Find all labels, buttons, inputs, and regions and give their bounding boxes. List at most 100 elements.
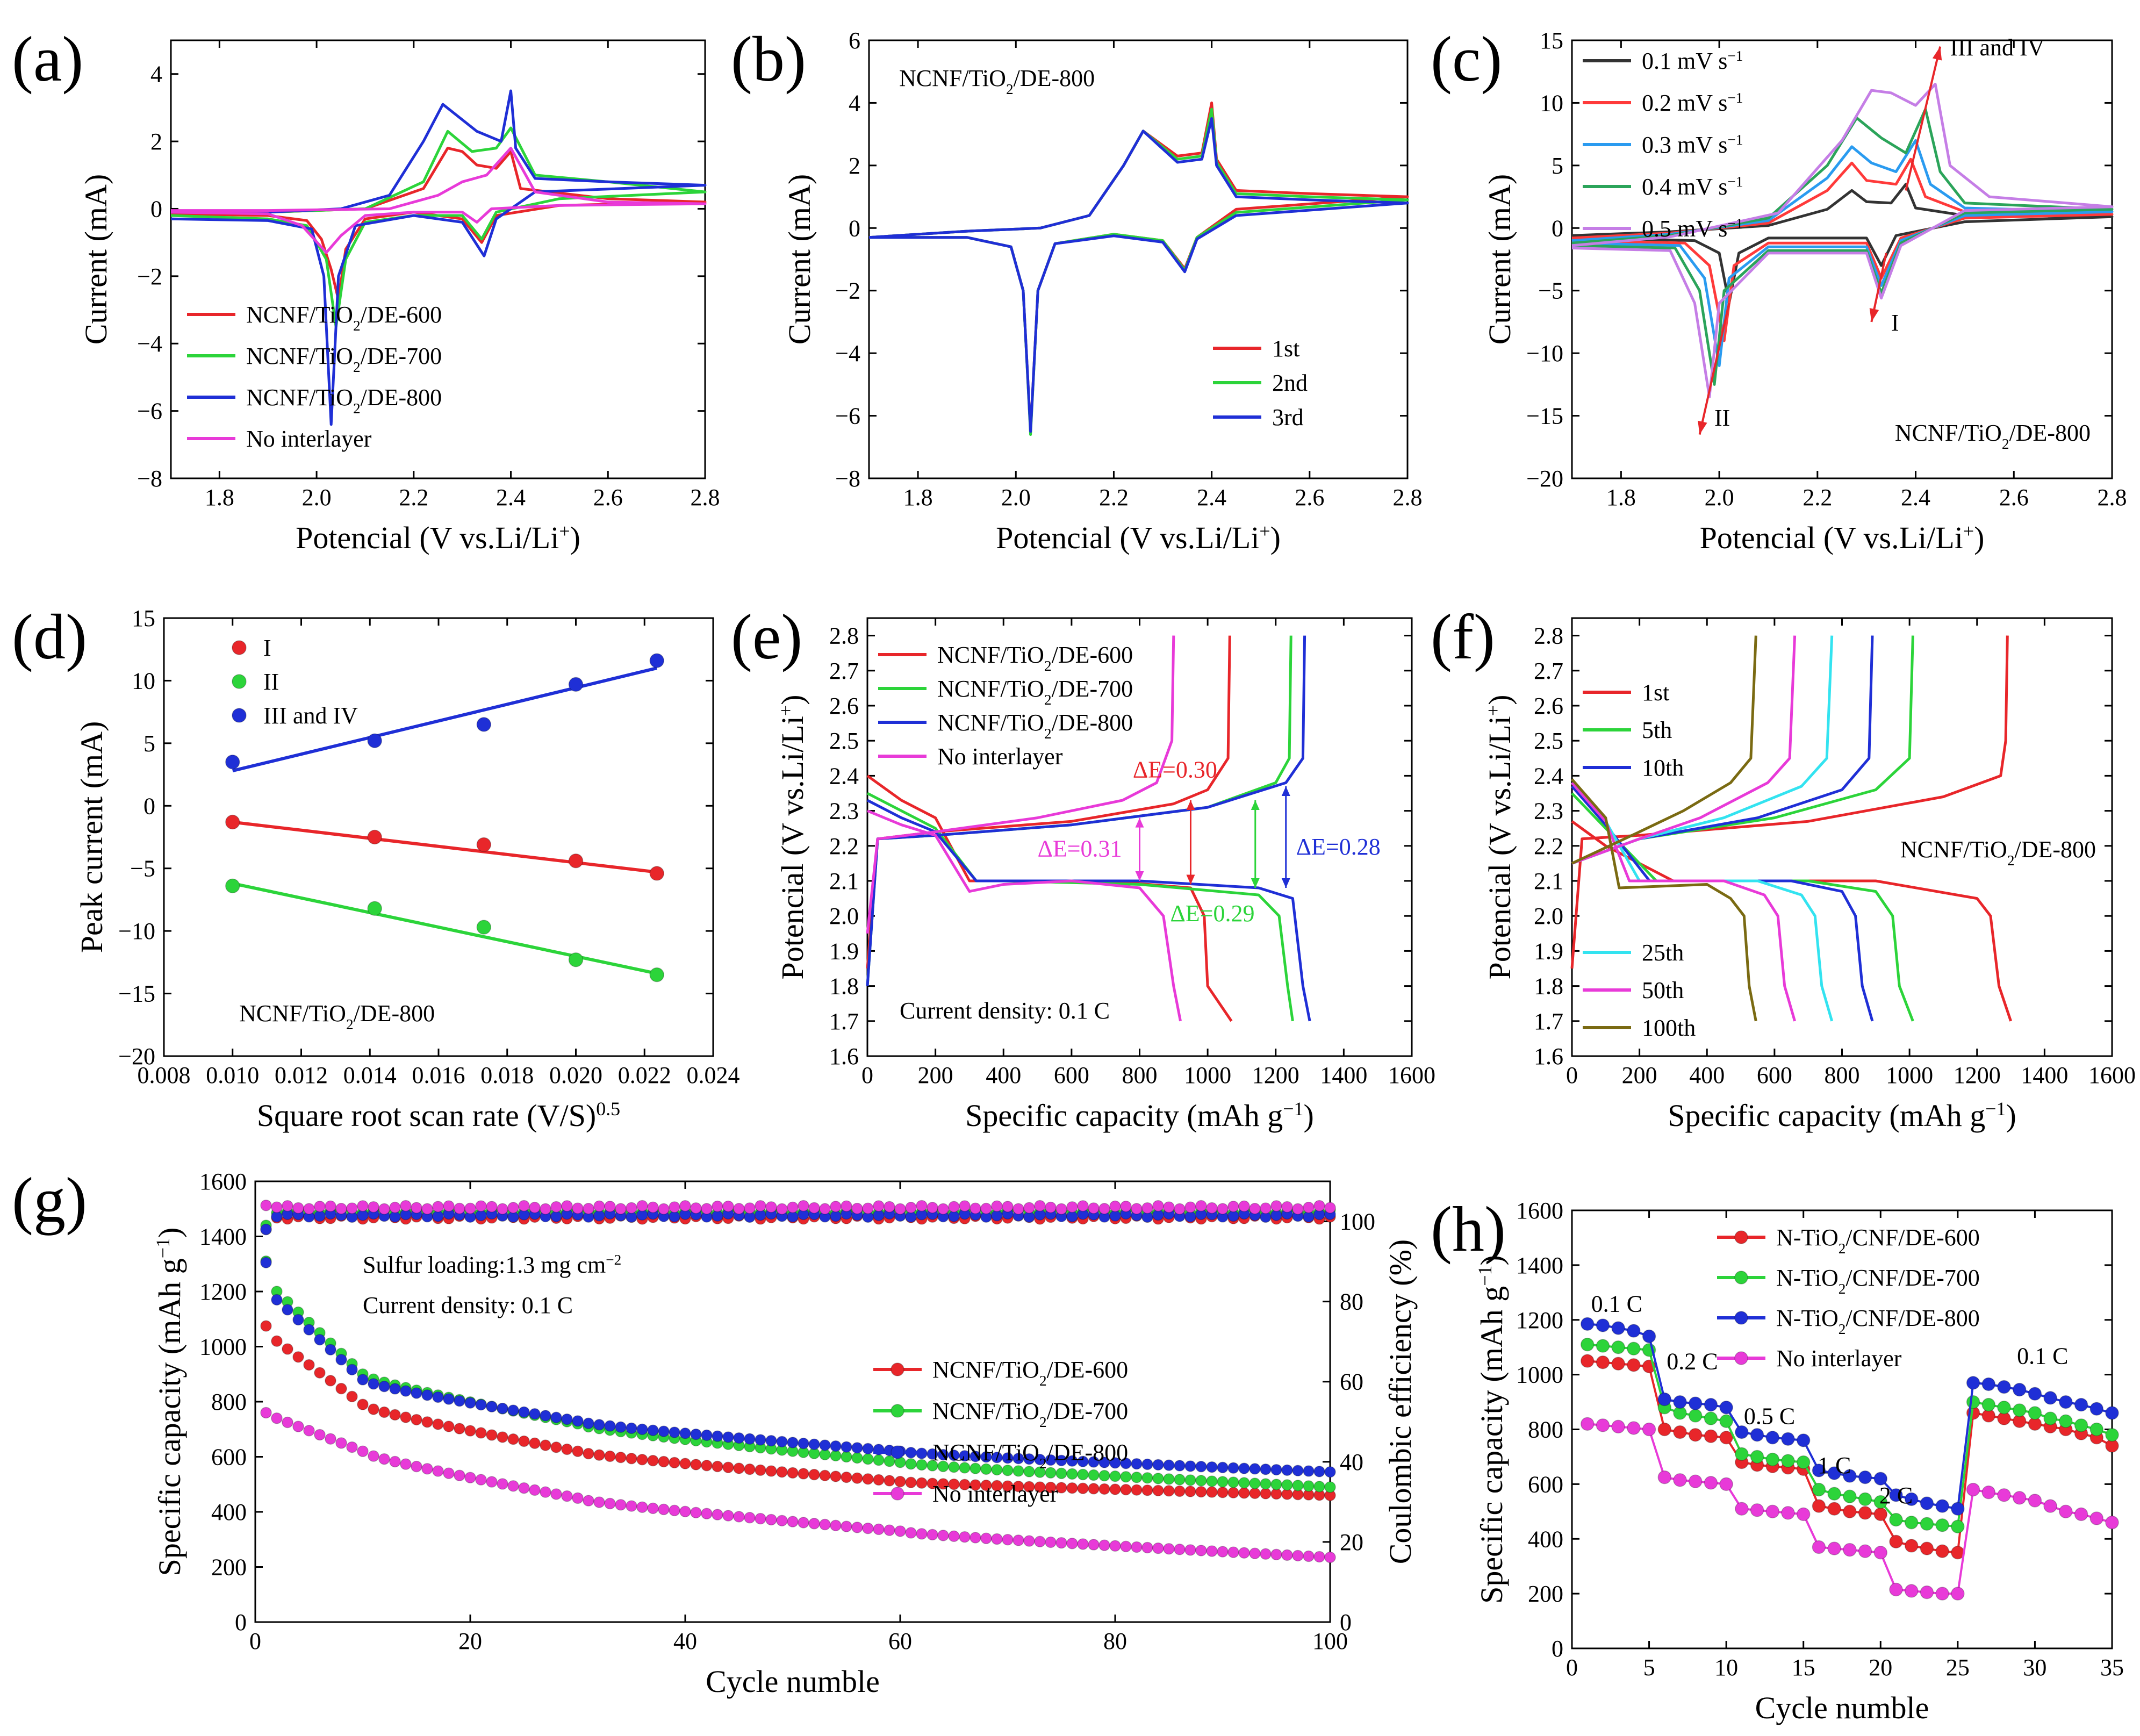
x-axis-label: Specific capacity (mAh g−1) [965,1098,1314,1133]
capacity-point [572,1415,584,1427]
x-tick-label: 2.4 [496,484,526,511]
legend-item-0-label: N-TiO2/CNF/DE-600 [1776,1224,1980,1257]
legend-item-3-label-part: mV s [1677,174,1727,200]
x-axis-label-part: Potencial (V vs.Li/ [996,520,1232,555]
annotation-current-density: Current density: 0.1 C [363,1292,573,1318]
y-right-axis-label: Coulombic efficiency (%) [1383,1239,1418,1565]
capacity-point [1034,1466,1046,1478]
y-axis-label: Potencial (V vs.Li/Li+) [775,695,810,980]
x-tick-label: 200 [918,1062,953,1088]
data-point [1688,1396,1703,1410]
legend-item-3-label-part: −1 [1727,174,1743,190]
capacity-point [1174,1460,1186,1472]
capacity-point [1206,1475,1218,1487]
y-tick-label: 15 [132,605,155,632]
legend-item-1-label-part: 5th [1642,717,1672,743]
data-point [1951,1502,1965,1516]
legend-item-3-marker [1734,1351,1748,1365]
y-tick-label: 0 [143,793,155,819]
y-right-tick-label: 40 [1340,1449,1363,1475]
legend-item-1-label: 2nd [1272,370,1308,396]
capacity-point [884,1524,895,1536]
data-point [1596,1318,1610,1332]
legend-item-1-label: 5th [1642,717,1672,743]
panel-title-part: 2 [2007,852,2015,869]
data-point [1642,1329,1656,1344]
capacity-point [411,1414,422,1426]
data-point [1981,1485,1996,1500]
capacity-point [389,1383,401,1395]
legend-item-1-label-part: /DE-700 [361,343,442,369]
capacity-point [518,1482,530,1494]
data-point [2043,1391,2057,1405]
data-point [1611,1419,1625,1434]
plot-frame [163,617,714,1057]
panel-title-part: TiO [1964,420,2001,446]
capacity-point [1088,1539,1100,1551]
data-point [1596,1355,1610,1369]
capacity-point [1141,1541,1153,1554]
fit-line-0 [232,820,657,874]
y-axis-label-part: Specific capacity (mAh [152,1274,187,1576]
capacity-point [851,1522,863,1533]
y-tick-label: 2.7 [829,658,859,684]
legend-item-1-label-part: /DE-700 [1047,1398,1129,1424]
efficiency-point [1324,1202,1336,1214]
y-tick-label: −2 [137,263,162,290]
efficiency-point [1034,1200,1046,1212]
capacity-point [1249,1547,1261,1560]
delta-e-031-head [1135,817,1144,828]
capacity-point [712,1460,723,1473]
capacity-point [1055,1454,1067,1467]
legend-item-3-label-part: 25th [1642,939,1684,966]
capacity-point [1141,1484,1153,1496]
efficiency-point [1066,1201,1078,1213]
x-tick-label: 35 [2100,1654,2124,1681]
capacity-point [948,1449,960,1461]
capacity-point [1141,1472,1153,1484]
legend-item-1-label-part: 0.2 [1642,90,1677,116]
capacity-point [378,1453,390,1465]
efficiency-point [454,1202,465,1215]
legend-item-2-label-part: TiO [1002,1439,1039,1466]
capacity-point [443,1393,455,1405]
y-tick-label: 2.7 [1534,658,1563,684]
efficiency-point [1002,1201,1014,1213]
efficiency-point [335,1203,347,1215]
capacity-point [765,1465,777,1477]
y-tick-label: 1.6 [1534,1043,1563,1070]
x-tick-label: 1600 [2088,1062,2136,1088]
delta-e-031-head [1135,871,1144,881]
legend-item-0-label-part: TiO [1007,642,1044,668]
data-point [1812,1499,1826,1513]
legend-item-3-label: No interlayer [937,743,1063,770]
capacity-point [798,1437,809,1450]
data-point [1796,1433,1811,1447]
efficiency-point [1227,1200,1239,1213]
capacity-point [1313,1466,1325,1477]
legend-marker-2 [232,708,247,723]
y-tick-label: −6 [835,403,860,429]
y-tick-label: 5 [1552,153,1563,179]
discharge-line-5 [1571,778,1757,1022]
capacity-point [830,1440,842,1452]
capacity-point [357,1445,369,1457]
legend-item-0-label-part: 2 [1839,1240,1846,1257]
capacity-point [722,1461,734,1473]
y-axis-label: Potencial (V vs.Li/Li+) [1482,695,1517,980]
data-point [1889,1534,1903,1549]
x-axis-label-part: Li [1935,520,1963,555]
efficiency-point [1303,1201,1315,1214]
annotation-de-029: ΔE=0.29 [1170,900,1254,927]
capacity-point [303,1359,315,1371]
efficiency-point [271,1201,283,1213]
capacity-point [1206,1461,1218,1473]
capacity-point [454,1423,465,1434]
capacity-point [1088,1456,1100,1468]
efficiency-point [314,1200,326,1213]
capacity-point [851,1442,863,1454]
data-point [1657,1422,1672,1437]
annotation-current-density: Current density: 0.1 C [900,998,1110,1024]
y-tick-label: 200 [1528,1581,1563,1607]
